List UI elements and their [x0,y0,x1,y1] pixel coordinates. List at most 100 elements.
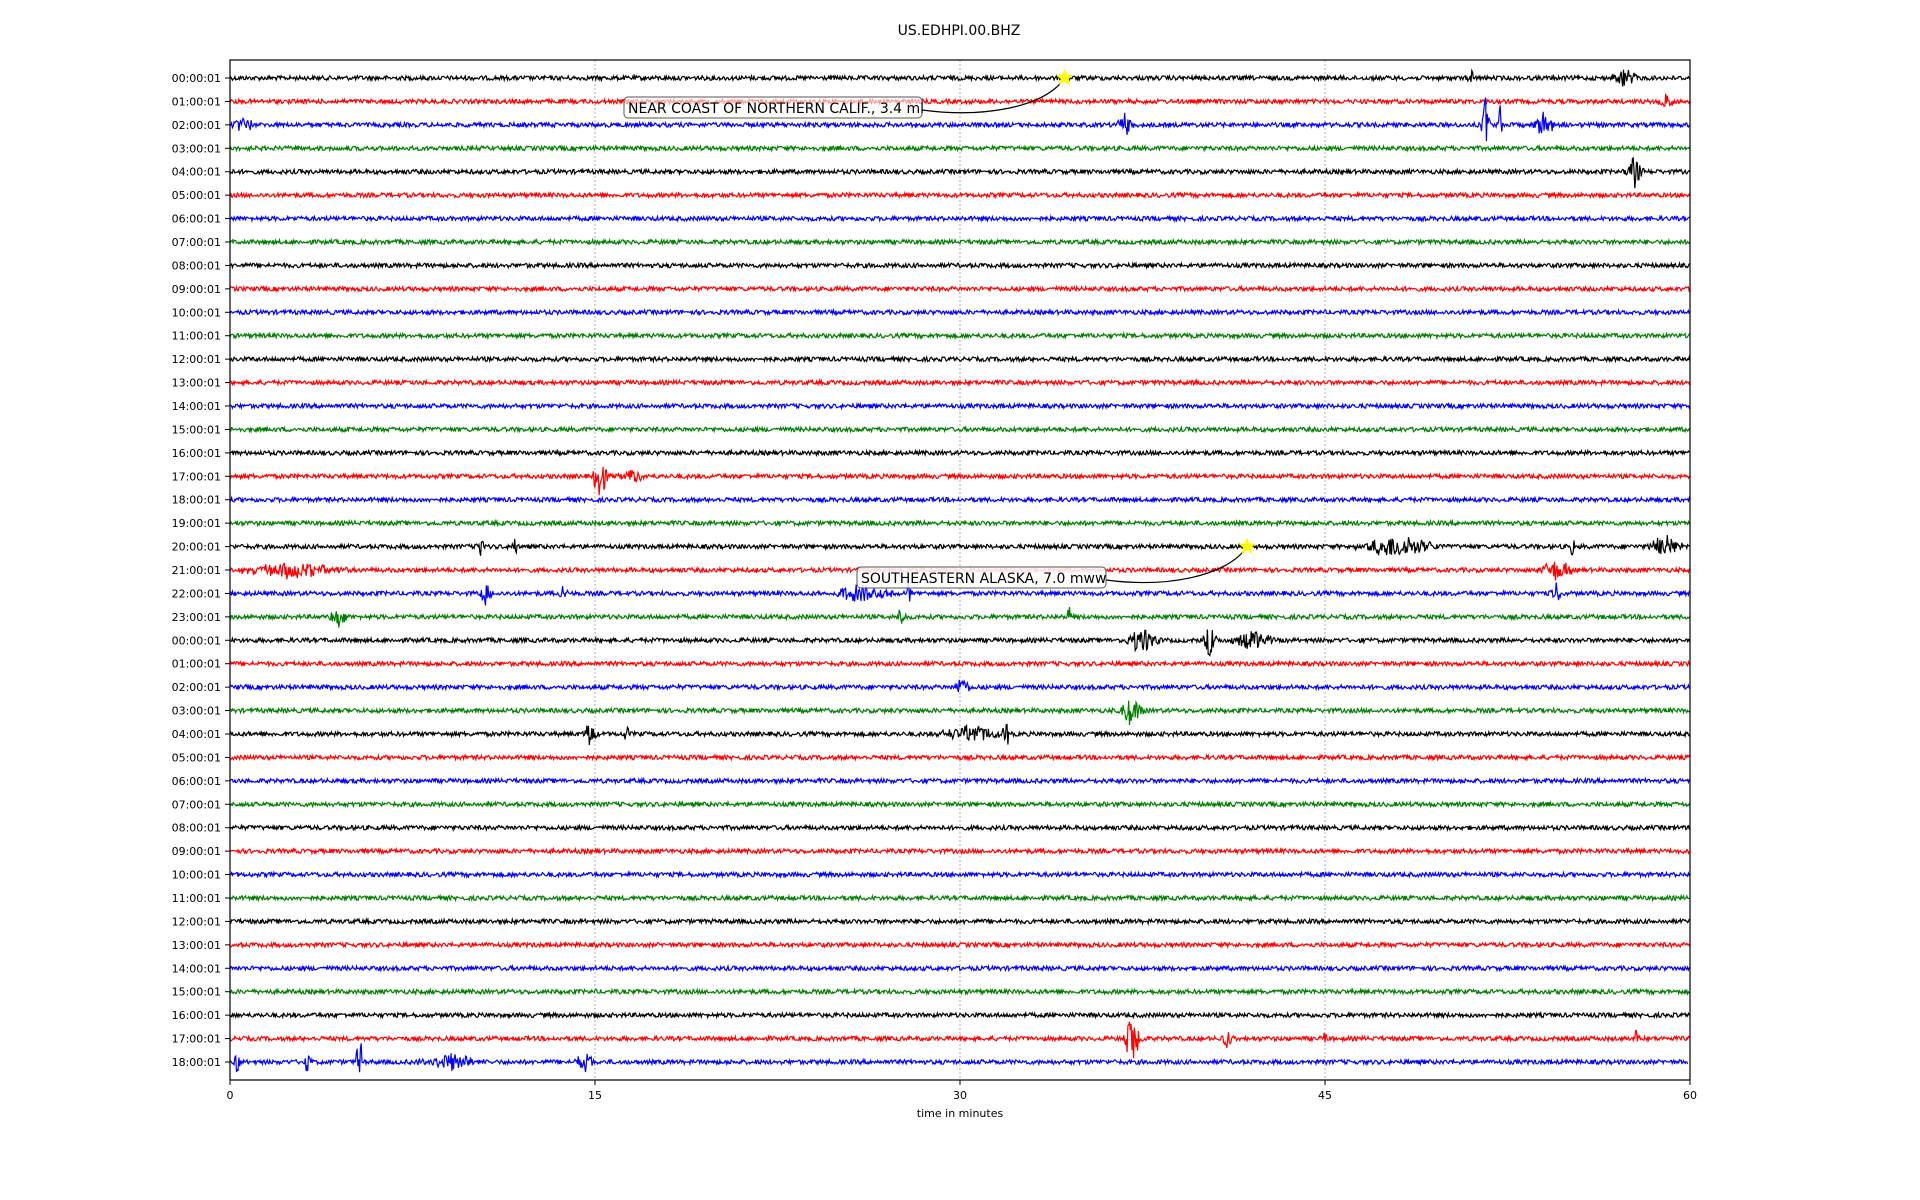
event-connector [921,77,1066,114]
trace-row-22 [229,581,1691,606]
event-label: SOUTHEASTERN ALASKA, 7.0 mww [861,571,1106,587]
trace-row-42 [229,1043,1689,1073]
trace-row-9 [229,284,1691,294]
row-label: 08:00:01 [172,259,221,272]
trace-row-14 [229,401,1691,411]
trace-row-36 [229,916,1690,926]
trace-row-13 [229,378,1691,388]
trace-row-24 [229,629,1691,657]
trace-row-29 [229,753,1691,762]
x-tick-label: 15 [588,1089,602,1102]
trace-row-2 [229,97,1691,142]
trace-row-33 [229,846,1691,856]
event-annotations: NEAR COAST OF NORTHERN CALIF., 3.4 ml SOU… [623,69,1256,589]
trace-row-28 [229,723,1691,746]
event-connector [1105,546,1248,584]
x-tick-label: 45 [1318,1089,1332,1102]
trace-row-25 [229,659,1691,669]
trace-row-6 [229,214,1691,224]
trace-row-18 [229,495,1691,505]
row-label: 07:00:01 [172,798,221,811]
row-label: 18:00:01 [172,1056,221,1069]
row-label: 01:00:01 [172,658,221,671]
row-label: 20:00:01 [172,541,221,554]
trace-row-12 [229,354,1691,364]
trace-row-1 [229,93,1691,108]
row-label: 17:00:01 [172,1033,221,1046]
trace-row-19 [229,518,1691,528]
x-tick-label: 30 [953,1089,967,1102]
trace-row-20 [229,535,1691,556]
trace-row-30 [229,776,1691,786]
row-label: 14:00:01 [172,962,221,975]
row-label: 10:00:01 [172,869,221,882]
trace-row-3 [229,143,1691,153]
row-label: 02:00:01 [172,681,221,694]
trace-row-10 [229,307,1691,317]
chart-title: US.EDHPI.00.BHZ [898,23,1021,39]
trace-row-8 [229,260,1691,270]
row-label: 06:00:01 [172,775,221,788]
row-label: 12:00:01 [172,353,221,366]
trace-row-34 [229,870,1691,880]
row-label: 16:00:01 [172,1009,221,1022]
trace-row-39 [229,987,1691,997]
trace-row-4 [229,156,1691,189]
row-label: 08:00:01 [172,822,221,835]
row-label: 11:00:01 [172,330,221,343]
trace-row-26 [229,679,1691,693]
trace-row-7 [229,237,1691,247]
x-ticks: 0 15 30 45 60 [227,1080,1697,1102]
row-label: 18:00:01 [172,494,221,507]
row-label: 16:00:01 [172,447,221,460]
row-label: 04:00:01 [172,728,221,741]
row-labels: 00:00:01 01:00:01 02:00:01 03:00:01 04:00:01… [172,72,230,1069]
event-label-box [856,566,1107,589]
trace-row-11 [229,331,1691,341]
event-star-icon [1238,537,1256,554]
row-label: 03:00:01 [172,142,221,155]
row-label: 13:00:01 [172,939,221,952]
trace-row-17 [229,466,1691,496]
trace-row-23 [229,606,1691,628]
row-label: 15:00:01 [172,986,221,999]
trace-row-5 [229,190,1691,200]
trace-row-41 [229,1021,1691,1059]
row-label: 11:00:01 [172,892,221,905]
event-label: NEAR COAST OF NORTHERN CALIF., 3.4 ml [628,101,924,117]
row-label: 15:00:01 [172,423,221,436]
row-label: 14:00:01 [172,400,221,413]
x-tick-label: 0 [227,1089,234,1102]
row-label: 22:00:01 [172,587,221,600]
trace-row-38 [229,963,1691,973]
trace-row-0 [229,68,1691,87]
row-label: 00:00:01 [172,72,221,85]
x-axis-label: time in minutes [917,1107,1004,1120]
row-label: 01:00:01 [172,95,221,108]
event-label-box [623,96,923,119]
row-label: 17:00:01 [172,470,221,483]
trace-row-16 [229,448,1691,458]
row-label: 10:00:01 [172,306,221,319]
row-label: 09:00:01 [172,845,221,858]
trace-row-31 [229,799,1691,809]
row-label: 02:00:01 [172,119,221,132]
row-label: 03:00:01 [172,705,221,718]
trace-row-27 [229,700,1691,726]
row-label: 19:00:01 [172,517,221,530]
row-label: 05:00:01 [172,189,221,202]
row-label: 05:00:01 [172,751,221,764]
trace-row-15 [229,424,1691,434]
row-label: 13:00:01 [172,377,221,390]
row-label: 21:00:01 [172,564,221,577]
x-tick-label: 60 [1683,1089,1697,1102]
row-label: 12:00:01 [172,915,221,928]
trace-row-40 [229,1010,1691,1020]
trace-row-35 [229,893,1691,903]
row-label: 07:00:01 [172,236,221,249]
event-star-icon [1056,69,1074,86]
row-label: 23:00:01 [172,611,221,624]
row-label: 09:00:01 [172,283,221,296]
row-label: 04:00:01 [172,166,221,179]
